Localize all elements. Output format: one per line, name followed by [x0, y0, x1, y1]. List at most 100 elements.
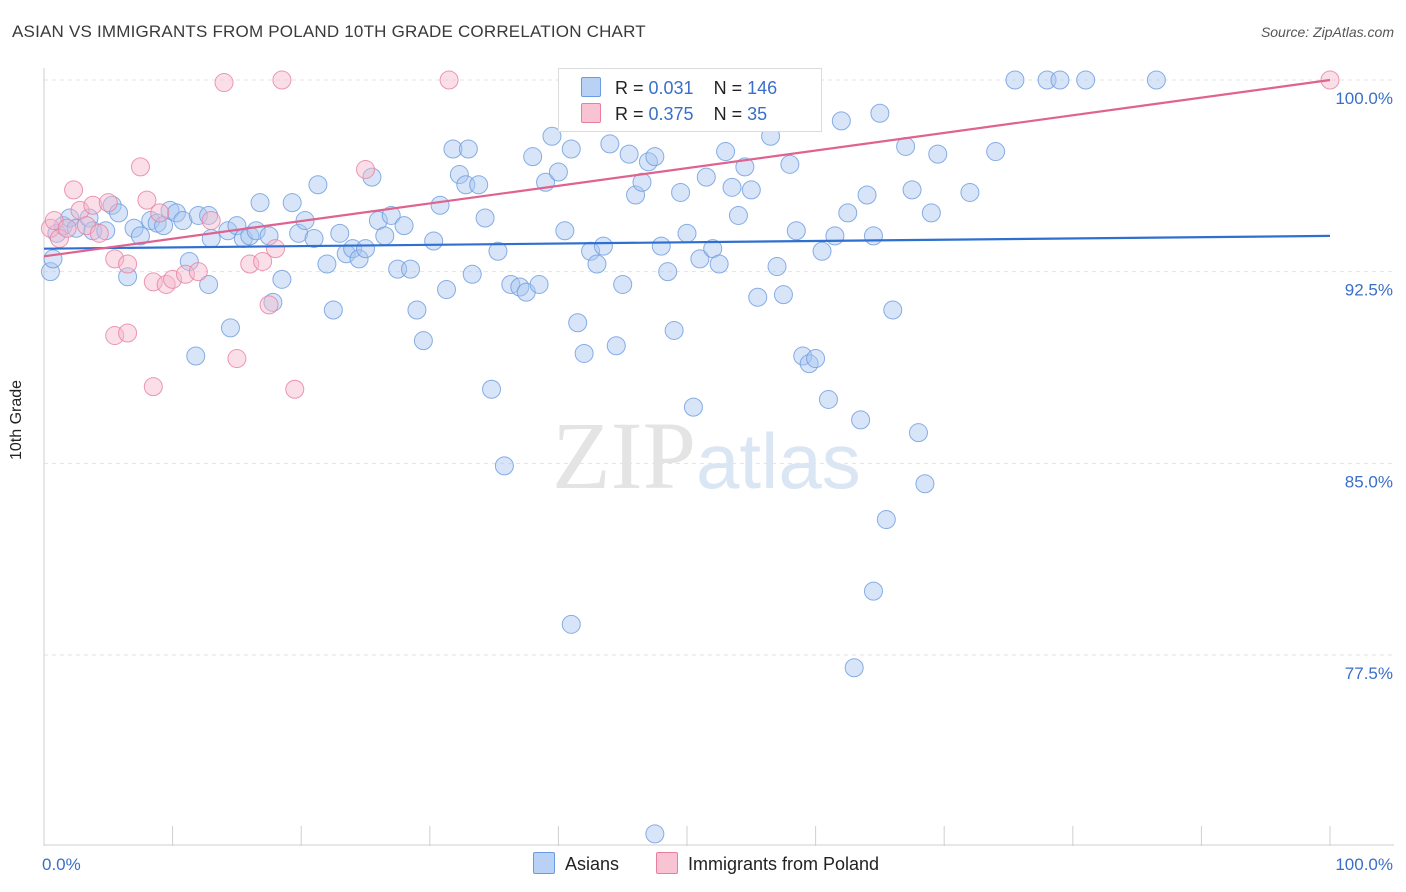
asians-point [806, 349, 826, 369]
legend-r-value-poland: 0.375 [648, 104, 694, 124]
asians-point [690, 249, 710, 269]
asians-point [430, 195, 450, 215]
asians-point [741, 180, 761, 200]
asians-trend-line [43, 234, 1331, 250]
poland-point [130, 157, 150, 177]
poland-point [57, 218, 77, 238]
asians-point [780, 154, 800, 174]
asians-point [469, 175, 489, 195]
asians-point [529, 274, 549, 294]
asians-point [1076, 70, 1096, 90]
asians-point [928, 144, 948, 164]
asians-point [475, 208, 495, 228]
asians-point [323, 300, 343, 320]
poland-point [356, 159, 375, 179]
asians-point [424, 231, 444, 251]
asians-point [645, 147, 665, 167]
poland-point [201, 211, 221, 231]
asians-point [696, 167, 716, 187]
asians-point [902, 180, 922, 200]
asians-point [494, 456, 514, 476]
asians-point [555, 221, 575, 241]
poland-point [227, 349, 247, 369]
asians-point [561, 614, 581, 634]
asians-point [626, 185, 646, 205]
poland-point [118, 254, 138, 274]
asians-point [381, 205, 401, 225]
asians-point [523, 147, 543, 167]
y-tick-label: 77.5% [1345, 664, 1393, 683]
asians-point [863, 581, 883, 601]
asians-point [259, 226, 279, 246]
legend-n-value-asians: 146 [747, 78, 778, 98]
asians-point [600, 134, 620, 154]
asians-point [831, 111, 851, 131]
poland-point [137, 190, 157, 210]
asians-point [677, 223, 697, 243]
y-tick-label: 92.5% [1345, 281, 1393, 300]
poland-point [105, 249, 125, 269]
asians-point [728, 205, 748, 225]
legend-swatch-poland [581, 103, 601, 123]
poland-point [98, 193, 118, 213]
watermark: ZIPatlas [552, 400, 861, 511]
asians-point [709, 254, 729, 274]
bottom-legend-label-asians: Asians [565, 854, 620, 874]
asians-point [683, 397, 703, 417]
asians-point [908, 423, 928, 443]
asians-point [812, 241, 832, 261]
asians-point [510, 277, 530, 297]
asians-point [488, 241, 508, 261]
poland-point [285, 379, 305, 399]
watermark-atlas: atlas [696, 417, 861, 505]
bottom-legend-swatch-asians [533, 852, 555, 874]
asians-point [289, 223, 309, 243]
asians-point [130, 226, 150, 246]
asians-point [317, 254, 337, 274]
stats-legend: R = 0.031 N = 146 R = 0.375 N = 35 [558, 68, 822, 132]
asians-point [186, 346, 206, 366]
asians-point [482, 379, 502, 399]
asians-point [619, 144, 639, 164]
asians-point [462, 264, 482, 284]
asians-point [443, 139, 463, 159]
asians-point [548, 162, 568, 182]
asians-point [272, 269, 292, 289]
asians-point [188, 205, 208, 225]
asians-point [735, 157, 755, 177]
asians-point [638, 152, 658, 172]
legend-n-label-asians: N = [713, 78, 748, 98]
asians-point [1050, 70, 1070, 90]
asians-point [658, 262, 678, 282]
asians-point [870, 103, 890, 123]
asians-point [199, 205, 219, 225]
poland-point [163, 269, 183, 289]
legend-swatch-asians [581, 77, 601, 97]
asians-point [356, 239, 375, 259]
asians-point [401, 259, 421, 279]
y-tick-label: 85.0% [1345, 472, 1393, 491]
legend-r-label-asians: R = [615, 78, 649, 98]
poland-point [143, 377, 163, 397]
asians-point [542, 126, 562, 146]
poland-trend-line [43, 78, 1331, 258]
legend-r-label-poland: R = [615, 104, 649, 124]
poland-point [272, 70, 292, 90]
x-tick-label: 0.0% [42, 855, 81, 874]
legend-r-value-asians: 0.031 [648, 78, 694, 98]
asians-point [437, 280, 457, 300]
asians-point [574, 343, 594, 363]
asians-point [767, 257, 787, 277]
asians-point [587, 254, 607, 274]
asians-point [606, 336, 626, 356]
asians-point [250, 193, 270, 213]
asians-point [876, 510, 896, 530]
asians-point [664, 320, 684, 340]
poland-point [83, 195, 103, 215]
asians-point [220, 318, 240, 338]
asians-point [863, 226, 883, 246]
asians-point [282, 193, 302, 213]
asians-point [632, 172, 652, 192]
asians-point [844, 658, 864, 678]
chart-title: ASIAN VS IMMIGRANTS FROM POLAND 10TH GRA… [12, 22, 646, 41]
